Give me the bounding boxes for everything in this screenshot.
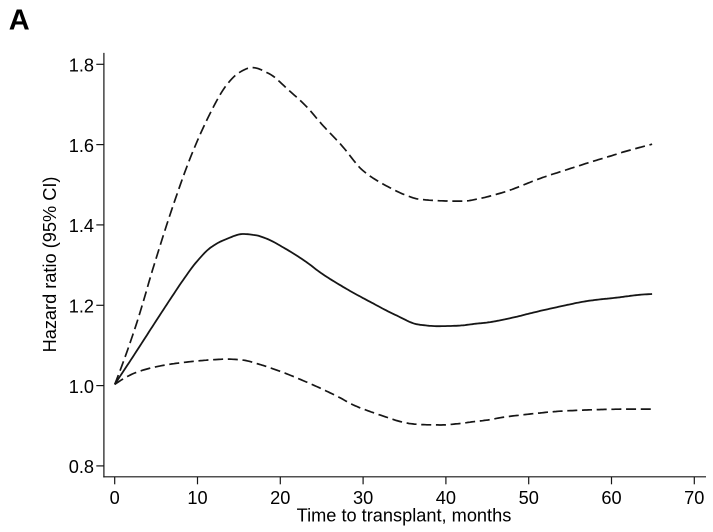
svg-text:40: 40 (436, 488, 456, 508)
svg-text:1.0: 1.0 (69, 377, 94, 397)
svg-text:1.4: 1.4 (69, 216, 94, 236)
svg-text:1.8: 1.8 (69, 56, 94, 76)
svg-text:0: 0 (110, 488, 120, 508)
svg-text:0.8: 0.8 (69, 457, 94, 477)
svg-text:1.6: 1.6 (69, 136, 94, 156)
svg-text:10: 10 (187, 488, 207, 508)
svg-text:30: 30 (353, 488, 373, 508)
svg-text:1.2: 1.2 (69, 297, 94, 317)
svg-text:50: 50 (519, 488, 539, 508)
svg-text:A: A (9, 5, 30, 37)
svg-text:20: 20 (270, 488, 290, 508)
svg-text:60: 60 (601, 488, 621, 508)
svg-text:Hazard ratio (95% CI): Hazard ratio (95% CI) (40, 177, 60, 353)
svg-text:70: 70 (684, 488, 704, 508)
svg-text:Time to transplant, months: Time to transplant, months (297, 505, 512, 525)
